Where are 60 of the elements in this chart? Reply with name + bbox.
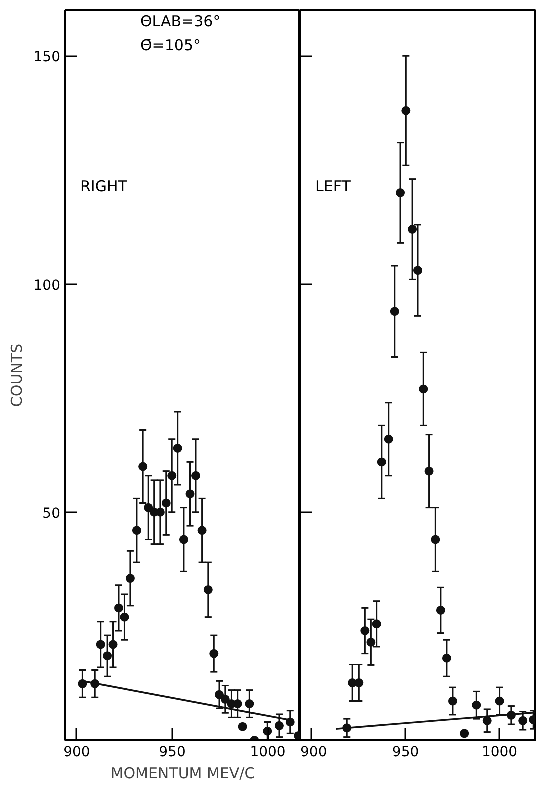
point — [396, 188, 406, 198]
point — [108, 640, 118, 650]
annotation: LEFT — [316, 178, 352, 196]
point — [472, 700, 482, 710]
point — [431, 535, 440, 544]
point — [274, 721, 284, 730]
point — [126, 574, 135, 584]
point — [482, 716, 492, 726]
point — [436, 606, 446, 615]
point — [220, 694, 230, 704]
point — [442, 654, 452, 663]
point — [204, 585, 213, 594]
point — [103, 652, 112, 661]
point — [96, 640, 106, 650]
point — [144, 503, 154, 512]
y-tick-label: 150 — [34, 50, 61, 66]
point — [210, 649, 219, 658]
point — [372, 620, 382, 629]
point — [214, 690, 224, 700]
point — [186, 490, 195, 499]
point — [419, 384, 428, 394]
y-axis-title: COUNTS — [8, 344, 26, 408]
point — [173, 444, 182, 453]
x-tick-label: 950 — [159, 744, 186, 760]
point — [132, 526, 142, 536]
point — [460, 729, 470, 738]
x-tick-label: 900 — [300, 744, 328, 760]
annotation: ΘLAB=36° — [140, 12, 221, 30]
point — [448, 696, 458, 706]
point — [384, 434, 394, 444]
point — [390, 307, 400, 316]
point — [366, 638, 376, 647]
x-tick-label: 1000 — [482, 744, 518, 760]
point — [138, 462, 148, 472]
point — [402, 106, 411, 116]
point — [360, 626, 370, 636]
x-tick-label: 1000 — [250, 744, 286, 760]
y-tick-label: 50 — [42, 506, 61, 522]
point — [495, 696, 504, 706]
point — [114, 604, 124, 613]
point — [179, 535, 188, 544]
point — [238, 722, 248, 732]
point — [354, 678, 364, 688]
point — [191, 471, 200, 480]
point — [377, 458, 386, 467]
x-tick-label: 950 — [392, 744, 420, 760]
y-tick-label: 100 — [34, 278, 61, 294]
point — [168, 471, 177, 480]
point — [198, 526, 207, 536]
point — [245, 700, 254, 708]
point — [424, 466, 434, 476]
point — [408, 225, 418, 234]
annotation: Θ̄=105° — [140, 36, 202, 54]
point — [162, 498, 171, 508]
point — [120, 612, 130, 622]
point — [414, 266, 422, 276]
x-axis-title: MOMENTUM MEV/C — [110, 764, 256, 782]
x-tick-label: 900 — [64, 744, 90, 760]
point — [518, 716, 528, 726]
annotation: RIGHT — [80, 178, 128, 196]
